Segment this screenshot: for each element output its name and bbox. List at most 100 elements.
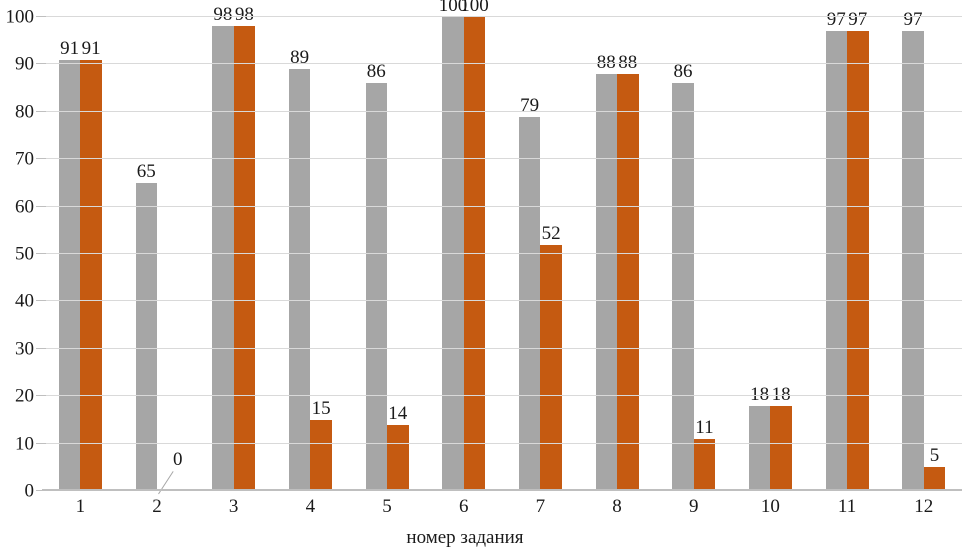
gridline — [42, 347, 962, 349]
bar-series-orange-cat8: 88 — [617, 53, 639, 491]
x-axis-title: номер задания — [406, 527, 524, 548]
data-label: 97 — [903, 9, 923, 31]
x-tick-label: 1 — [75, 496, 86, 517]
y-tick — [36, 300, 46, 302]
bar-series-orange-cat5: 14 — [387, 404, 409, 491]
category-group-4: 89 15 — [272, 17, 349, 491]
data-label: 86 — [673, 61, 693, 83]
y-tick — [36, 110, 46, 112]
data-label: 98 — [234, 4, 254, 26]
y-tick — [36, 347, 46, 349]
bar-series-orange-cat11: 97 — [847, 10, 869, 491]
bar-series-orange-cat3: 98 — [233, 5, 256, 491]
x-tick-label: 9 — [688, 496, 699, 517]
y-tick — [36, 253, 46, 254]
x-tick-label: 10 — [760, 496, 780, 517]
y-tick — [36, 395, 46, 397]
y-tick-label: 90 — [15, 53, 34, 75]
data-label: 86 — [366, 61, 386, 83]
y-tick — [36, 158, 46, 160]
x-tick-label: 11 — [837, 496, 857, 517]
x-tick-label: 5 — [382, 496, 392, 517]
data-label: 52 — [541, 222, 561, 244]
y-tick-label: 0 — [24, 480, 35, 502]
y-tick-label: 40 — [15, 290, 34, 312]
x-tick-label: 7 — [535, 496, 546, 517]
data-label: 88 — [596, 51, 616, 73]
y-tick — [36, 442, 46, 444]
bar-series-gray-cat11: 97 — [825, 10, 848, 491]
gridline — [42, 63, 962, 65]
data-label: 91 — [81, 37, 101, 59]
data-label: 97 — [848, 9, 868, 31]
bar-series-gray-cat2: 65 — [135, 162, 157, 491]
x-tick-label: 12 — [914, 496, 934, 517]
y-tick-label: 70 — [15, 148, 34, 170]
y-tick-label: 30 — [15, 338, 34, 360]
gridline — [42, 16, 962, 17]
bar-series-gray-cat10: 18 — [748, 385, 771, 491]
y-tick-label: 10 — [15, 433, 34, 455]
bar-series-gray-cat5: 86 — [365, 62, 388, 491]
bar-series-gray-cat12: 97 — [902, 10, 924, 491]
data-label: 5 — [929, 445, 940, 467]
y-tick — [36, 63, 46, 65]
data-label: 79 — [520, 94, 540, 116]
bar-series-gray-cat7: 79 — [518, 96, 541, 491]
gridline — [42, 158, 962, 160]
category-group-11: 97 97 — [809, 10, 886, 491]
y-tick-label: 80 — [15, 101, 34, 123]
bar-series-orange-cat6: 100 — [460, 0, 489, 491]
bar-series-gray-cat3: 98 — [212, 5, 234, 491]
category-group-6: 100 100 — [425, 0, 502, 491]
x-axis-line — [42, 489, 962, 491]
gridline — [42, 110, 962, 112]
bar-series-gray-cat6: 100 — [439, 0, 467, 491]
bar-series-gray-cat4: 89 — [288, 48, 311, 491]
category-group-7: 79 52 — [502, 17, 579, 491]
data-label: 100 — [460, 0, 489, 16]
y-tick — [36, 16, 46, 17]
bar-series-gray-cat1: 91 — [58, 39, 81, 491]
category-group-9: 86 11 — [655, 17, 732, 491]
y-tick — [36, 205, 46, 207]
bar-series-orange-cat10: 18 — [770, 385, 792, 491]
x-axis-labels: 1 2 3 4 5 6 7 8 9 10 11 12 — [42, 496, 962, 518]
data-label: 14 — [388, 402, 408, 424]
bar-series-orange-cat9: 11 — [693, 418, 716, 491]
bar-series-orange-cat7: 52 — [540, 224, 562, 491]
y-tick-label: 20 — [15, 385, 34, 407]
y-tick — [36, 490, 46, 491]
data-label: 15 — [311, 397, 331, 419]
gridline — [42, 395, 962, 397]
category-group-12: 97 5 — [885, 10, 962, 491]
bar-series-gray-cat9: 86 — [672, 62, 694, 491]
y-axis-labels: 0 10 20 30 40 50 60 70 80 90 100 — [0, 8, 35, 501]
data-label: 98 — [213, 4, 233, 26]
data-label: 97 — [826, 9, 846, 31]
data-label: 65 — [136, 160, 156, 182]
bar-series-orange-cat12: 5 — [923, 446, 946, 491]
data-label: 88 — [618, 51, 638, 73]
data-label: 11 — [695, 416, 714, 438]
category-group-1: 91 91 — [42, 17, 119, 491]
bar-series-orange-cat1: 91 — [80, 39, 102, 491]
category-group-8: 88 88 — [579, 17, 656, 491]
x-tick-label: 4 — [305, 496, 316, 517]
x-tick-label: 8 — [612, 496, 622, 517]
data-label: 91 — [60, 37, 80, 59]
category-group-3: 98 98 — [195, 5, 272, 491]
gridline — [42, 300, 962, 302]
bar-series-orange-cat4: 15 — [310, 399, 332, 491]
gridline — [42, 442, 962, 444]
category-groups: 91 91 65 0 98 98 89 15 86 14 100 100 79 52 88 88 86 11 18 1… — [42, 0, 962, 495]
gridline — [42, 253, 962, 254]
data-label: 0 — [173, 449, 183, 470]
bar-series-gray-cat8: 88 — [595, 53, 618, 491]
data-label: 18 — [750, 383, 770, 405]
category-group-5: 86 14 — [349, 17, 426, 491]
gridline — [42, 205, 962, 207]
data-label: 89 — [290, 47, 310, 69]
y-tick-label: 100 — [5, 6, 35, 28]
